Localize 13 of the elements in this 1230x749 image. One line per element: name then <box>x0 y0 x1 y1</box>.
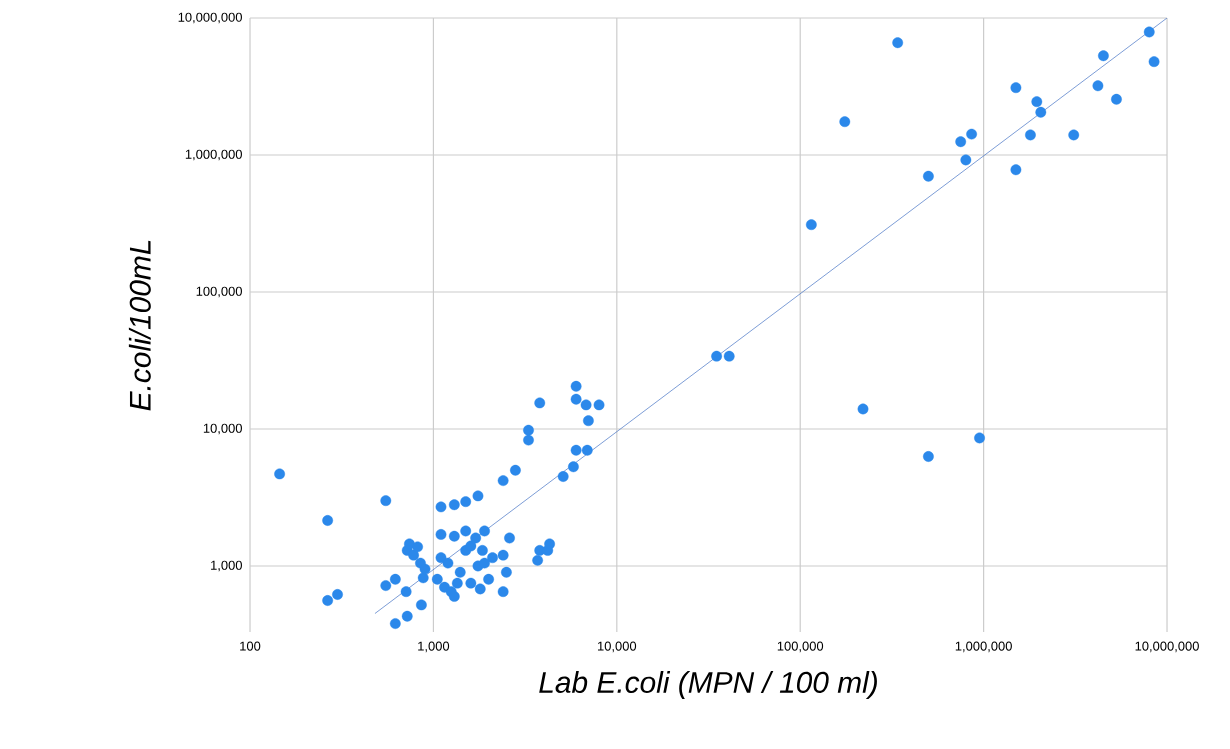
x-tick-label: 100,000 <box>777 641 824 653</box>
x-tick-label: 1,000 <box>418 641 450 653</box>
x-tick-label: 1,000,000 <box>955 641 1012 653</box>
x-tick-label: 10,000 <box>597 641 637 653</box>
x-axis-title: Lab E.coli (MPN / 100 ml) <box>539 671 877 699</box>
x-tick-label: 100 <box>240 641 261 651</box>
y-tick-label: 1,000 <box>211 560 242 572</box>
y-axis-title: E.coli/100mL <box>128 240 151 411</box>
y-tick-label: 10,000,000 <box>178 12 242 24</box>
y-tick-label: 1,000,000 <box>185 149 242 161</box>
x-tick-label: 10,000,000 <box>1135 641 1199 653</box>
y-tick-label: 100,000 <box>196 286 242 298</box>
y-tick-label: 10,000 <box>203 423 242 435</box>
